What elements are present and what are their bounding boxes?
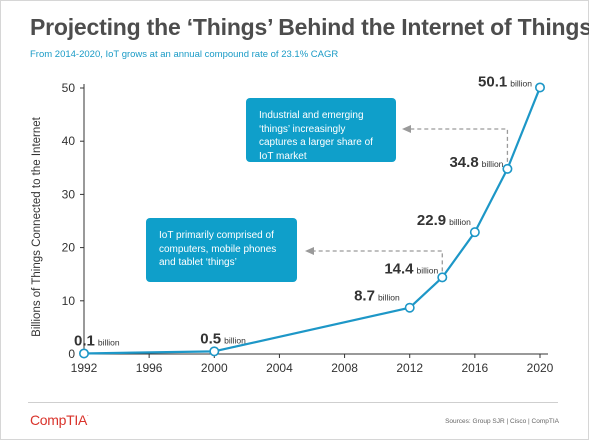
trademark-mark: . [87,412,89,418]
data-label: 14.4 billion [384,260,438,277]
x-tick-label: 2000 [201,361,228,375]
data-label-value: 22.9 [417,212,446,229]
data-point [502,163,513,174]
data-label-unit: billion [378,293,400,303]
data-label-value: 50.1 [478,73,507,90]
y-tick-label: 40 [62,134,76,148]
data-label-unit: billion [417,265,439,275]
data-label: 22.9 billion [417,212,471,229]
logo-text: CompTIA [30,412,88,428]
footer-divider [28,402,558,403]
chart-axes: 0 10 20 30 40 50 1992 1996 2000 2004 2008 2012 2016 2… [31,81,554,375]
x-tick-label: 1996 [136,361,163,375]
data-label: 34.8 billion [449,154,503,171]
chart-series [79,82,545,359]
x-tick-label: 2004 [266,361,293,375]
data-label-unit: billion [98,337,120,347]
y-tick-label: 50 [62,81,76,95]
y-tick-label: 10 [62,294,76,308]
data-point [534,82,545,93]
y-tick-label: 0 [68,347,75,361]
data-label: 8.7 billion [354,288,400,305]
data-label: 0.5 billion [200,330,246,347]
x-tick-label: 2012 [396,361,423,375]
x-tick-label: 2008 [331,361,358,375]
y-tick-label: 30 [62,187,76,201]
data-label-value: 34.8 [449,154,478,171]
data-label: 0.1 billion [74,332,120,349]
y-axis-title: Billions of Things Connected to the Inte… [31,116,43,337]
callout-arrows [305,125,509,272]
callout-consumer: IoT primarily comprised of computers, mo… [146,218,297,282]
data-label-value: 14.4 [384,260,414,277]
data-point [437,272,448,283]
x-tick-label: 2020 [527,361,554,375]
data-point [79,348,90,359]
data-point [404,302,415,313]
data-label-unit: billion [224,335,246,345]
callout-arrow-bottom [311,250,443,272]
data-label-unit: billion [449,217,471,227]
comptia-logo: CompTIA. [30,412,89,428]
page-title: Projecting the ‘Things’ Behind the Inter… [30,14,589,40]
data-point [209,346,220,357]
callout-industrial: Industrial and emerging ‘things’ increas… [246,98,396,162]
arrowhead-top [402,125,411,133]
x-tick-label: 1992 [71,361,98,375]
page-subtitle: From 2014-2020, IoT grows at an annual c… [30,49,339,60]
data-label-value: 8.7 [354,288,375,305]
callout-arrow-top [408,128,509,162]
arrowhead-bottom [305,247,314,255]
data-label-value: 0.1 [74,332,95,349]
sources-note: Sources: Group SJR | Cisco | CompTIA [445,418,559,425]
y-tick-label: 20 [62,241,76,255]
data-label-unit: billion [510,78,532,88]
x-tick-label: 2016 [462,361,489,375]
data-point [469,227,480,238]
data-label-value: 0.5 [200,330,221,347]
data-label: 50.1 billion [478,73,532,90]
data-label-unit: billion [482,159,504,169]
